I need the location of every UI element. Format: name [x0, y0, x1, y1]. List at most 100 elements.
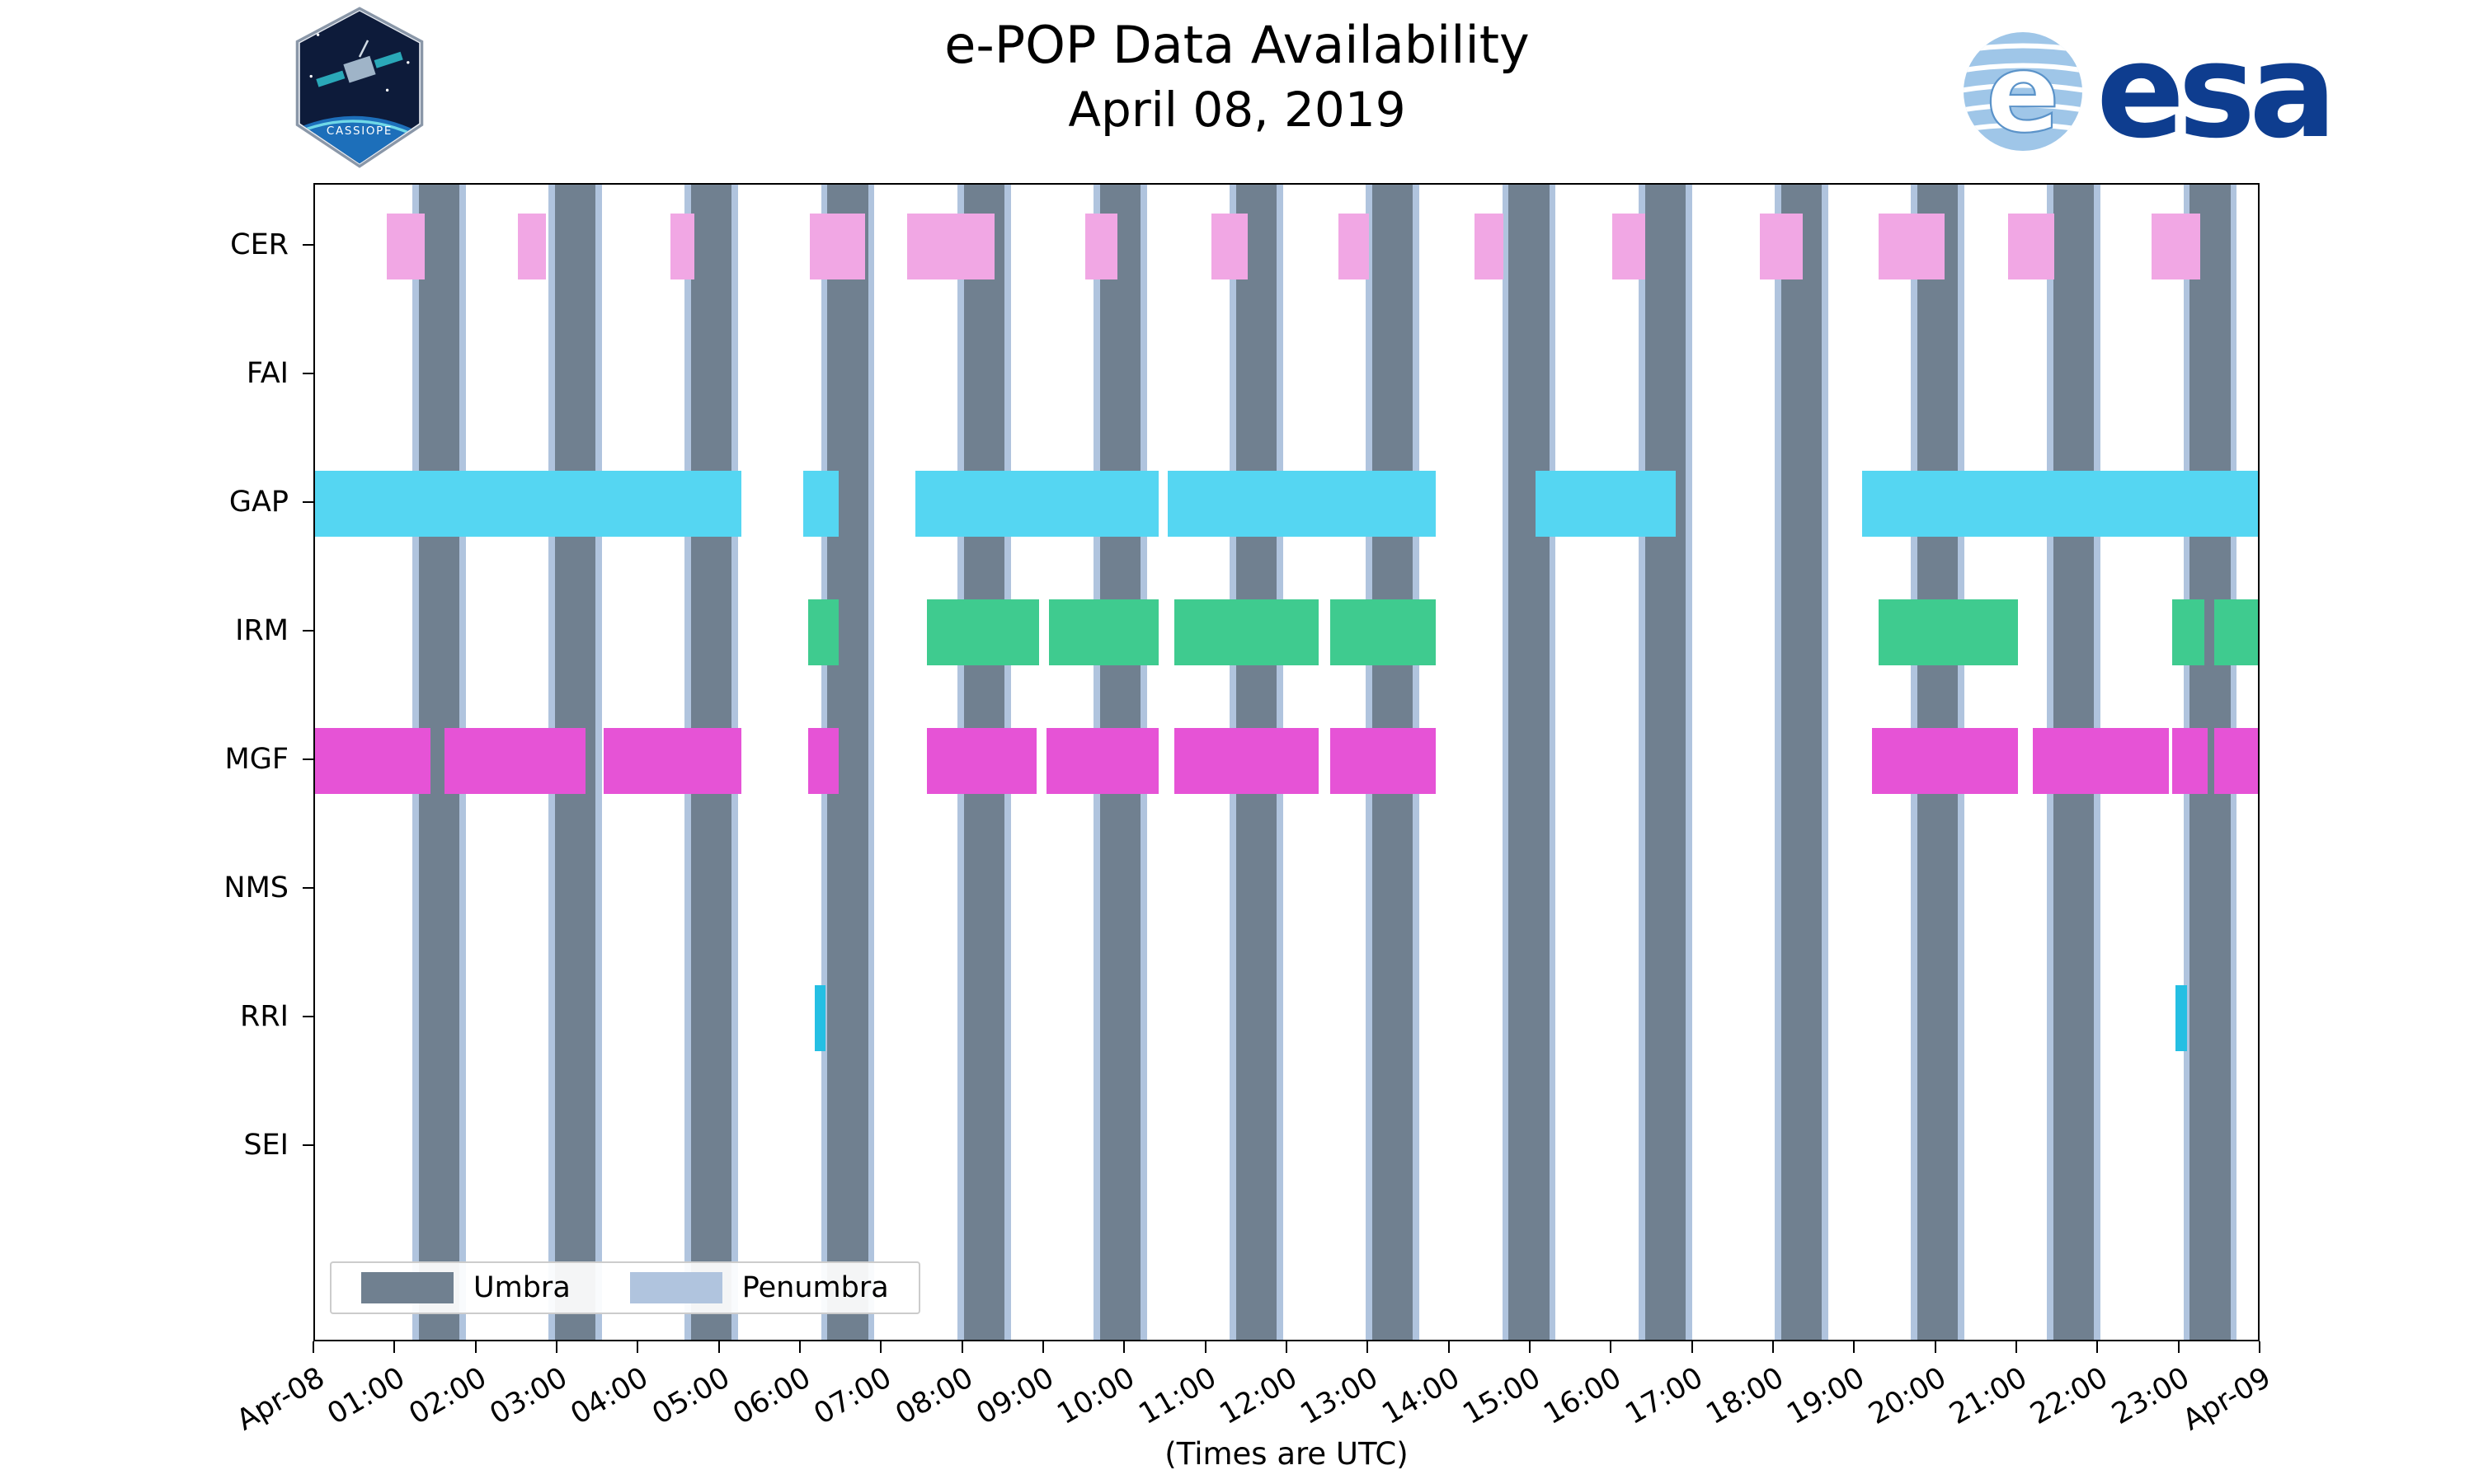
- availability-bar-gap: [1168, 471, 1436, 537]
- x-axis-label: (Times are UTC): [1164, 1436, 1409, 1472]
- availability-bar-cer: [1338, 214, 1370, 279]
- chart-titles: e-POP Data Availability April 08, 2019: [0, 15, 2474, 138]
- cassiope-patch-logo: CASSIOPE: [290, 7, 429, 168]
- x-tick-mark: [880, 1341, 882, 1353]
- y-tick-mark: [303, 1144, 313, 1146]
- x-tick-label: 06:00: [727, 1361, 816, 1432]
- x-tick-label: 19:00: [1781, 1361, 1871, 1432]
- availability-bar-mgf: [604, 728, 742, 794]
- penumbra-band: [1502, 185, 1509, 1340]
- x-tick-label: 09:00: [971, 1361, 1060, 1432]
- x-tick-mark: [717, 1341, 720, 1353]
- y-tick-mark: [303, 630, 313, 632]
- y-row-label-irm: IRM: [235, 614, 289, 647]
- legend-item-umbra: Umbra: [361, 1271, 571, 1304]
- availability-bar-irm: [1878, 599, 2018, 665]
- x-tick-mark: [1772, 1341, 1774, 1353]
- availability-bar-mgf: [1046, 728, 1159, 794]
- x-tick-mark: [1691, 1341, 1693, 1353]
- x-tick-mark: [2096, 1341, 2099, 1353]
- availability-bar-irm: [1330, 599, 1436, 665]
- availability-bar-rri: [2175, 985, 2187, 1051]
- x-tick-mark: [1934, 1341, 1936, 1353]
- cassiope-patch-graphic: CASSIOPE: [295, 7, 424, 168]
- availability-bar-irm: [1174, 599, 1319, 665]
- legend-penumbra-label: Penumbra: [741, 1271, 889, 1304]
- y-tick-mark: [303, 887, 313, 889]
- x-tick-label: 03:00: [484, 1361, 573, 1432]
- x-tick-label: 11:00: [1133, 1361, 1222, 1432]
- x-tick-mark: [556, 1341, 557, 1353]
- availability-bar-cer: [517, 214, 547, 279]
- esa-wordmark: esa: [2096, 16, 2337, 167]
- availability-bar-cer: [1612, 214, 1645, 279]
- x-tick-mark: [1042, 1341, 1044, 1353]
- availability-bar-cer: [1760, 214, 1804, 279]
- availability-bar-cer: [1475, 214, 1503, 279]
- plot-area: [315, 185, 2258, 1340]
- x-tick-label: 10:00: [1051, 1361, 1141, 1432]
- availability-bar-mgf: [1330, 728, 1436, 794]
- x-tick-label: 17:00: [1620, 1361, 1709, 1432]
- x-tick-mark: [961, 1341, 963, 1353]
- availability-bar-cer: [1085, 214, 1118, 279]
- y-tick-mark: [303, 1016, 313, 1017]
- legend: Umbra Penumbra: [330, 1261, 920, 1314]
- x-tick-mark: [2177, 1341, 2180, 1353]
- y-tick-mark: [303, 501, 313, 503]
- umbra-band: [1780, 185, 1823, 1340]
- x-tick-mark: [2259, 1341, 2260, 1353]
- availability-bar-gap: [1862, 471, 2258, 537]
- x-tick-label: 04:00: [565, 1361, 655, 1432]
- x-tick-mark: [1366, 1341, 1369, 1353]
- esa-globe-icon: e: [1964, 30, 2082, 153]
- availability-bar-cer: [1211, 214, 1248, 279]
- legend-item-penumbra: Penumbra: [629, 1271, 889, 1304]
- x-tick-mark: [474, 1341, 477, 1353]
- x-tick-label: 13:00: [1295, 1361, 1385, 1432]
- legend-penumbra-swatch: [629, 1272, 722, 1303]
- availability-bar-gap: [915, 471, 1159, 537]
- legend-umbra-label: Umbra: [473, 1271, 571, 1304]
- penumbra-band: [1685, 185, 1692, 1340]
- availability-bar-cer: [906, 214, 995, 279]
- penumbra-band: [1549, 185, 1556, 1340]
- penumbra-band: [1775, 185, 1781, 1340]
- y-row-label-gap: GAP: [228, 486, 289, 519]
- y-row-label-sei: SEI: [243, 1129, 289, 1162]
- availability-bar-mgf: [1174, 728, 1319, 794]
- umbra-band: [1644, 185, 1686, 1340]
- x-tick-label: 12:00: [1214, 1361, 1303, 1432]
- availability-bar-mgf: [315, 728, 430, 794]
- y-row-label-fai: FAI: [246, 357, 289, 390]
- penumbra-band: [595, 185, 603, 1340]
- x-tick-label: 14:00: [1376, 1361, 1465, 1432]
- page-title: e-POP Data Availability: [944, 15, 1530, 75]
- availability-bar-mgf: [1872, 728, 2018, 794]
- x-tick-label: 21:00: [1944, 1361, 2033, 1432]
- patch-earth: [299, 115, 420, 164]
- availability-bar-mgf: [2213, 728, 2258, 794]
- x-tick-mark: [1123, 1341, 1126, 1353]
- x-tick-mark: [1204, 1341, 1206, 1353]
- x-tick-label: 02:00: [403, 1361, 492, 1432]
- x-tick-label: 22:00: [2025, 1361, 2114, 1432]
- x-tick-label: 05:00: [647, 1361, 736, 1432]
- y-tick-mark: [303, 758, 313, 760]
- x-tick-label: 01:00: [322, 1361, 412, 1432]
- x-tick-mark: [1286, 1341, 1287, 1353]
- availability-bar-cer: [809, 214, 865, 279]
- penumbra-band: [868, 185, 875, 1340]
- plot-frame: Umbra Penumbra: [313, 183, 2260, 1341]
- availability-bar-cer: [2152, 214, 2201, 279]
- availability-bar-gap: [315, 471, 742, 537]
- x-tick-label: 08:00: [890, 1361, 979, 1432]
- availability-bar-mgf: [2171, 728, 2208, 794]
- x-tick-label: 18:00: [1700, 1361, 1790, 1432]
- availability-bar-cer: [1878, 214, 1945, 279]
- x-tick-label: 23:00: [2106, 1361, 2195, 1432]
- x-tick-mark: [2015, 1341, 2017, 1353]
- penumbra-band: [1638, 185, 1645, 1340]
- y-tick-mark: [303, 244, 313, 246]
- availability-bar-gap: [802, 471, 840, 537]
